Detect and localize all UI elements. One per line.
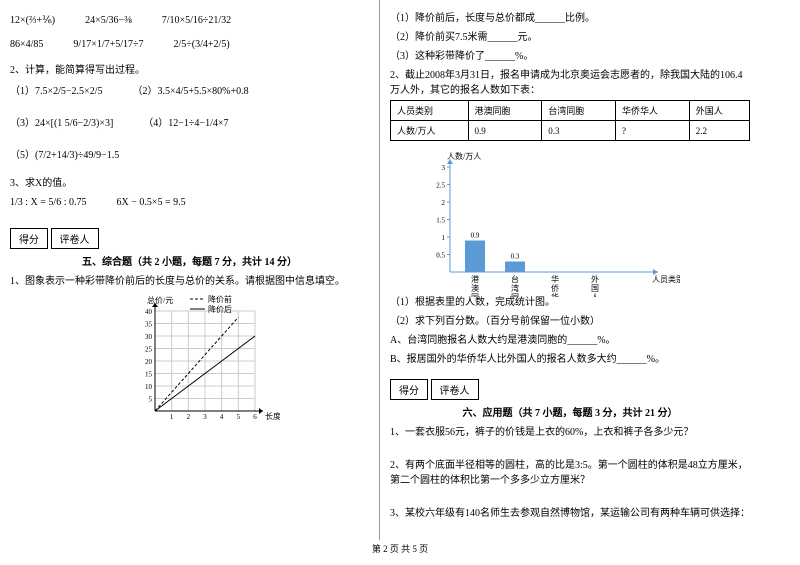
section5-title: 五、综合题（共 2 小题，每题 7 分，共计 14 分） [10, 253, 369, 268]
svg-text:人: 人 [591, 293, 599, 297]
svg-text:人数/万人: 人数/万人 [447, 151, 481, 161]
svg-text:4: 4 [219, 413, 223, 421]
bar-chart: 0.511.522.530.9港澳同胞0.3台湾同胞华侨华人外国人人数/万人人员… [420, 147, 660, 287]
score-box: 得分 [390, 379, 428, 400]
svg-text:3: 3 [442, 164, 446, 172]
eq: 7/10×5/16÷21/32 [162, 13, 231, 29]
svg-text:1: 1 [442, 234, 446, 242]
fill-1: （1）降价前后，长度与总价都成______比例。 [390, 9, 750, 24]
svg-text:国: 国 [591, 284, 599, 293]
q2-item: （1）7.5×2/5−2.5×2/5 [10, 84, 102, 100]
svg-text:华: 华 [551, 274, 559, 284]
svg-text:5: 5 [148, 396, 152, 404]
svg-text:总价/元: 总价/元 [147, 295, 173, 305]
svg-text:台: 台 [511, 274, 519, 284]
svg-text:35: 35 [145, 321, 153, 329]
svg-text:3: 3 [203, 413, 207, 421]
eq-row-1: 12×(⅔+⅙) 24×5/36−⅜ 7/10×5/16÷21/32 [10, 13, 369, 29]
svg-text:降价后: 降价后 [208, 304, 232, 314]
q5-1: 1、图象表示一种彩带降价前后的长度与总价的关系。请根据图中信息填空。 [10, 272, 369, 287]
svg-text:人员类别: 人员类别 [652, 274, 680, 284]
svg-text:20: 20 [145, 358, 153, 366]
svg-text:0.9: 0.9 [471, 232, 480, 240]
svg-text:2: 2 [442, 199, 446, 207]
svg-text:2: 2 [186, 413, 190, 421]
sub-q: B、报居国外的华侨华人比外国人的报名人数多大约______%。 [390, 350, 750, 365]
svg-text:1.5: 1.5 [436, 217, 445, 225]
grader-box: 评卷人 [431, 379, 479, 400]
q3-title: 3、求X的值。 [10, 174, 369, 189]
app-q: 1、一套衣服56元，裤子的价钱是上衣的60%，上衣和裤子各多少元？ [390, 423, 750, 438]
eq: 9/17×1/7+5/17÷7 [73, 37, 143, 53]
section6-title: 六、应用题（共 7 小题，每题 3 分，共计 21 分） [390, 404, 750, 419]
eq: 2/5÷(3/4+2/5) [174, 37, 230, 53]
app-q: 3、某校六年级有140名师生去参观自然博物馆，某运输公司有两种车辆可供选择： [390, 504, 750, 519]
svg-text:长度/米: 长度/米 [265, 411, 280, 421]
svg-text:外: 外 [591, 274, 599, 284]
q2-item: （3）24×[(1 5/6−2/3)×3] [10, 116, 113, 132]
svg-text:同: 同 [511, 293, 519, 297]
svg-text:港: 港 [471, 274, 479, 284]
eq: 86×4/85 [10, 37, 43, 53]
q2-title: 2、计算，能简算得写出过程。 [10, 61, 369, 76]
eq: 24×5/36−⅜ [85, 13, 132, 29]
svg-text:30: 30 [145, 333, 153, 341]
q2-item: （2）3.5×4/5+5.5×80%+0.8 [132, 84, 248, 100]
q2-intro: 2、截止2008年3月31日，报名申请成为北京奥运会志愿者的，除我国大陆的106… [390, 66, 750, 96]
q2-item: （4）12−1÷4−1/4×7 [143, 116, 228, 132]
svg-text:华: 华 [551, 292, 559, 297]
fill-3: （3）这种彩带降价了______%。 [390, 47, 750, 62]
eq-row-2: 86×4/85 9/17×1/7+5/17÷7 2/5÷(3/4+2/5) [10, 37, 369, 53]
fill-2: （2）降价前买7.5米需______元。 [390, 28, 750, 43]
q3-item: 6X − 0.5×5 = 9.5 [116, 197, 185, 208]
svg-text:0.5: 0.5 [436, 252, 445, 260]
svg-text:湾: 湾 [511, 283, 519, 293]
svg-text:2.5: 2.5 [436, 182, 445, 190]
line-chart: 510152025303540123456长度/米总价/元降价前降价后 [120, 291, 260, 421]
page-footer: 第 2 页 共 5 页 [0, 540, 800, 557]
grader-box: 评卷人 [51, 228, 99, 249]
app-q: 2、有两个底面半径相等的圆柱，高的比是3:5。第一个圆柱的体积是48立方厘米，第… [390, 456, 750, 486]
score-box: 得分 [10, 228, 48, 249]
sub-q: A、台湾同胞报名人数大约是港澳同胞的______%。 [390, 331, 750, 346]
svg-text:澳: 澳 [471, 283, 479, 293]
svg-text:侨: 侨 [551, 283, 559, 293]
svg-text:40: 40 [145, 308, 153, 316]
q3-item: 1/3 : X = 5/6 : 0.75 [10, 197, 86, 208]
svg-text:15: 15 [145, 371, 153, 379]
svg-text:同: 同 [471, 293, 479, 297]
svg-text:降价前: 降价前 [208, 294, 232, 304]
q2-item: （5）(7/2+14/3)÷49/9−1.5 [10, 148, 119, 164]
data-table: 人员类别港澳同胞台湾同胞华侨华人外国人 人数/万人0.90.3?2.2 [390, 100, 750, 141]
eq: 12×(⅔+⅙) [10, 13, 55, 29]
svg-text:0.3: 0.3 [511, 253, 520, 261]
svg-text:10: 10 [145, 383, 153, 391]
svg-text:1: 1 [169, 413, 173, 421]
svg-text:6: 6 [253, 413, 257, 421]
sub-q: （2）求下列百分数。（百分号前保留一位小数） [390, 312, 750, 327]
svg-text:5: 5 [236, 413, 240, 421]
svg-text:25: 25 [145, 346, 153, 354]
